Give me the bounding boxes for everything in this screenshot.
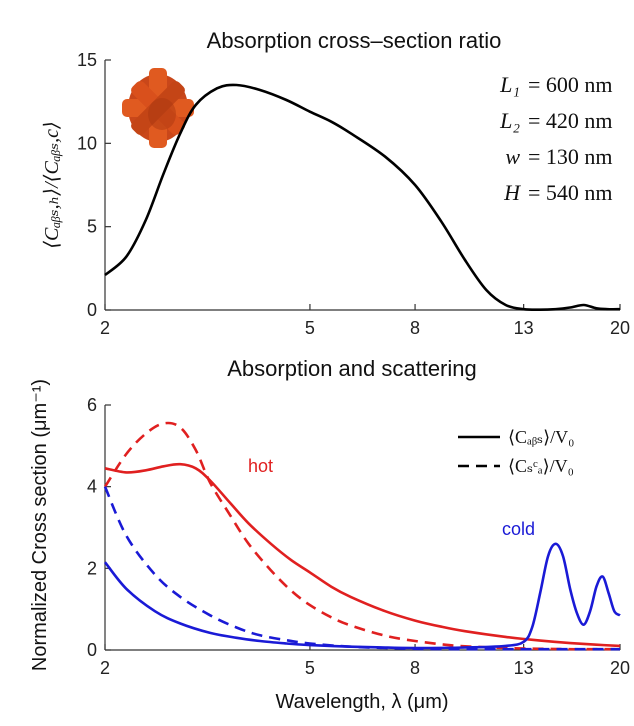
top-chart-title: Absorption cross–section ratio bbox=[207, 28, 502, 53]
svg-text:= 540 nm: = 540 nm bbox=[528, 180, 613, 205]
bottom-ytick-label: 0 bbox=[87, 640, 97, 660]
legend: ⟨Cₐᵦₛ⟩/V₀ ⟨Cₛᶜₐ⟩/V₀ bbox=[458, 427, 574, 476]
top-series-ratio bbox=[104, 83, 621, 312]
svg-text:H: H bbox=[503, 180, 521, 205]
bottom-y-axis-label: Normalized Cross section (μm⁻¹) bbox=[29, 379, 51, 671]
bottom-x-axis-label: Wavelength, λ (μm) bbox=[275, 691, 448, 713]
param-w: w = 130 nm bbox=[505, 144, 612, 169]
parameter-annotations: L₁ = 600 nm L₂ = 420 nm w = 130 nm H = 5… bbox=[499, 72, 612, 205]
svg-text:L₂: L₂ bbox=[499, 108, 520, 133]
cold-annotation: cold bbox=[502, 519, 535, 539]
top-xtick-label: 13 bbox=[514, 318, 534, 338]
top-xtick-label: 2 bbox=[100, 318, 110, 338]
top-xtick-label: 5 bbox=[305, 318, 315, 338]
legend-abs-label: ⟨Cₐᵦₛ⟩/V₀ bbox=[508, 427, 574, 447]
param-H: H = 540 nm bbox=[503, 180, 612, 205]
bottom-series-hot-sca bbox=[103, 421, 620, 651]
bottom-ytick-label: 2 bbox=[87, 558, 97, 578]
svg-text:= 420 nm: = 420 nm bbox=[528, 108, 613, 133]
legend-sca-label: ⟨Cₛᶜₐ⟩/V₀ bbox=[508, 456, 574, 476]
bottom-xtick-label: 13 bbox=[514, 658, 534, 678]
bottom-series-cold-sca bbox=[103, 486, 620, 651]
bottom-xtick-label: 8 bbox=[410, 658, 420, 678]
bottom-ytick-label: 6 bbox=[87, 395, 97, 415]
top-y-axis-label: ⟨Cₐᵦₛ,ₕ⟩/⟨Cₐᵦₛ,c⟩ bbox=[41, 121, 63, 249]
bottom-xtick-label: 20 bbox=[610, 658, 630, 678]
bottom-xtick-label: 5 bbox=[305, 658, 315, 678]
param-L1: L₁ = 600 nm bbox=[499, 72, 612, 97]
nanoparticle-icon bbox=[122, 68, 194, 148]
top-ytick-label: 10 bbox=[77, 133, 97, 153]
top-xtick-label: 8 bbox=[410, 318, 420, 338]
top-ytick-label: 5 bbox=[87, 217, 97, 237]
bottom-series-cold-abs bbox=[103, 542, 621, 650]
hot-annotation: hot bbox=[248, 456, 273, 476]
svg-text:L₁: L₁ bbox=[499, 72, 520, 97]
top-ytick-label: 0 bbox=[87, 300, 97, 320]
bottom-ytick-label: 4 bbox=[87, 477, 97, 497]
bottom-series-hot-abs bbox=[104, 462, 621, 648]
svg-text:= 600 nm: = 600 nm bbox=[528, 72, 613, 97]
top-ytick-label: 15 bbox=[77, 50, 97, 70]
top-chart: Absorption cross–section ratio 0 5 10 15 2 5… bbox=[41, 28, 630, 338]
param-L2: L₂ = 420 nm bbox=[499, 108, 612, 133]
bottom-xtick-label: 2 bbox=[100, 658, 110, 678]
svg-text:w: w bbox=[505, 144, 520, 169]
top-xtick-label: 20 bbox=[610, 318, 630, 338]
svg-text:= 130 nm: = 130 nm bbox=[528, 144, 613, 169]
bottom-chart-title: Absorption and scattering bbox=[227, 356, 477, 381]
